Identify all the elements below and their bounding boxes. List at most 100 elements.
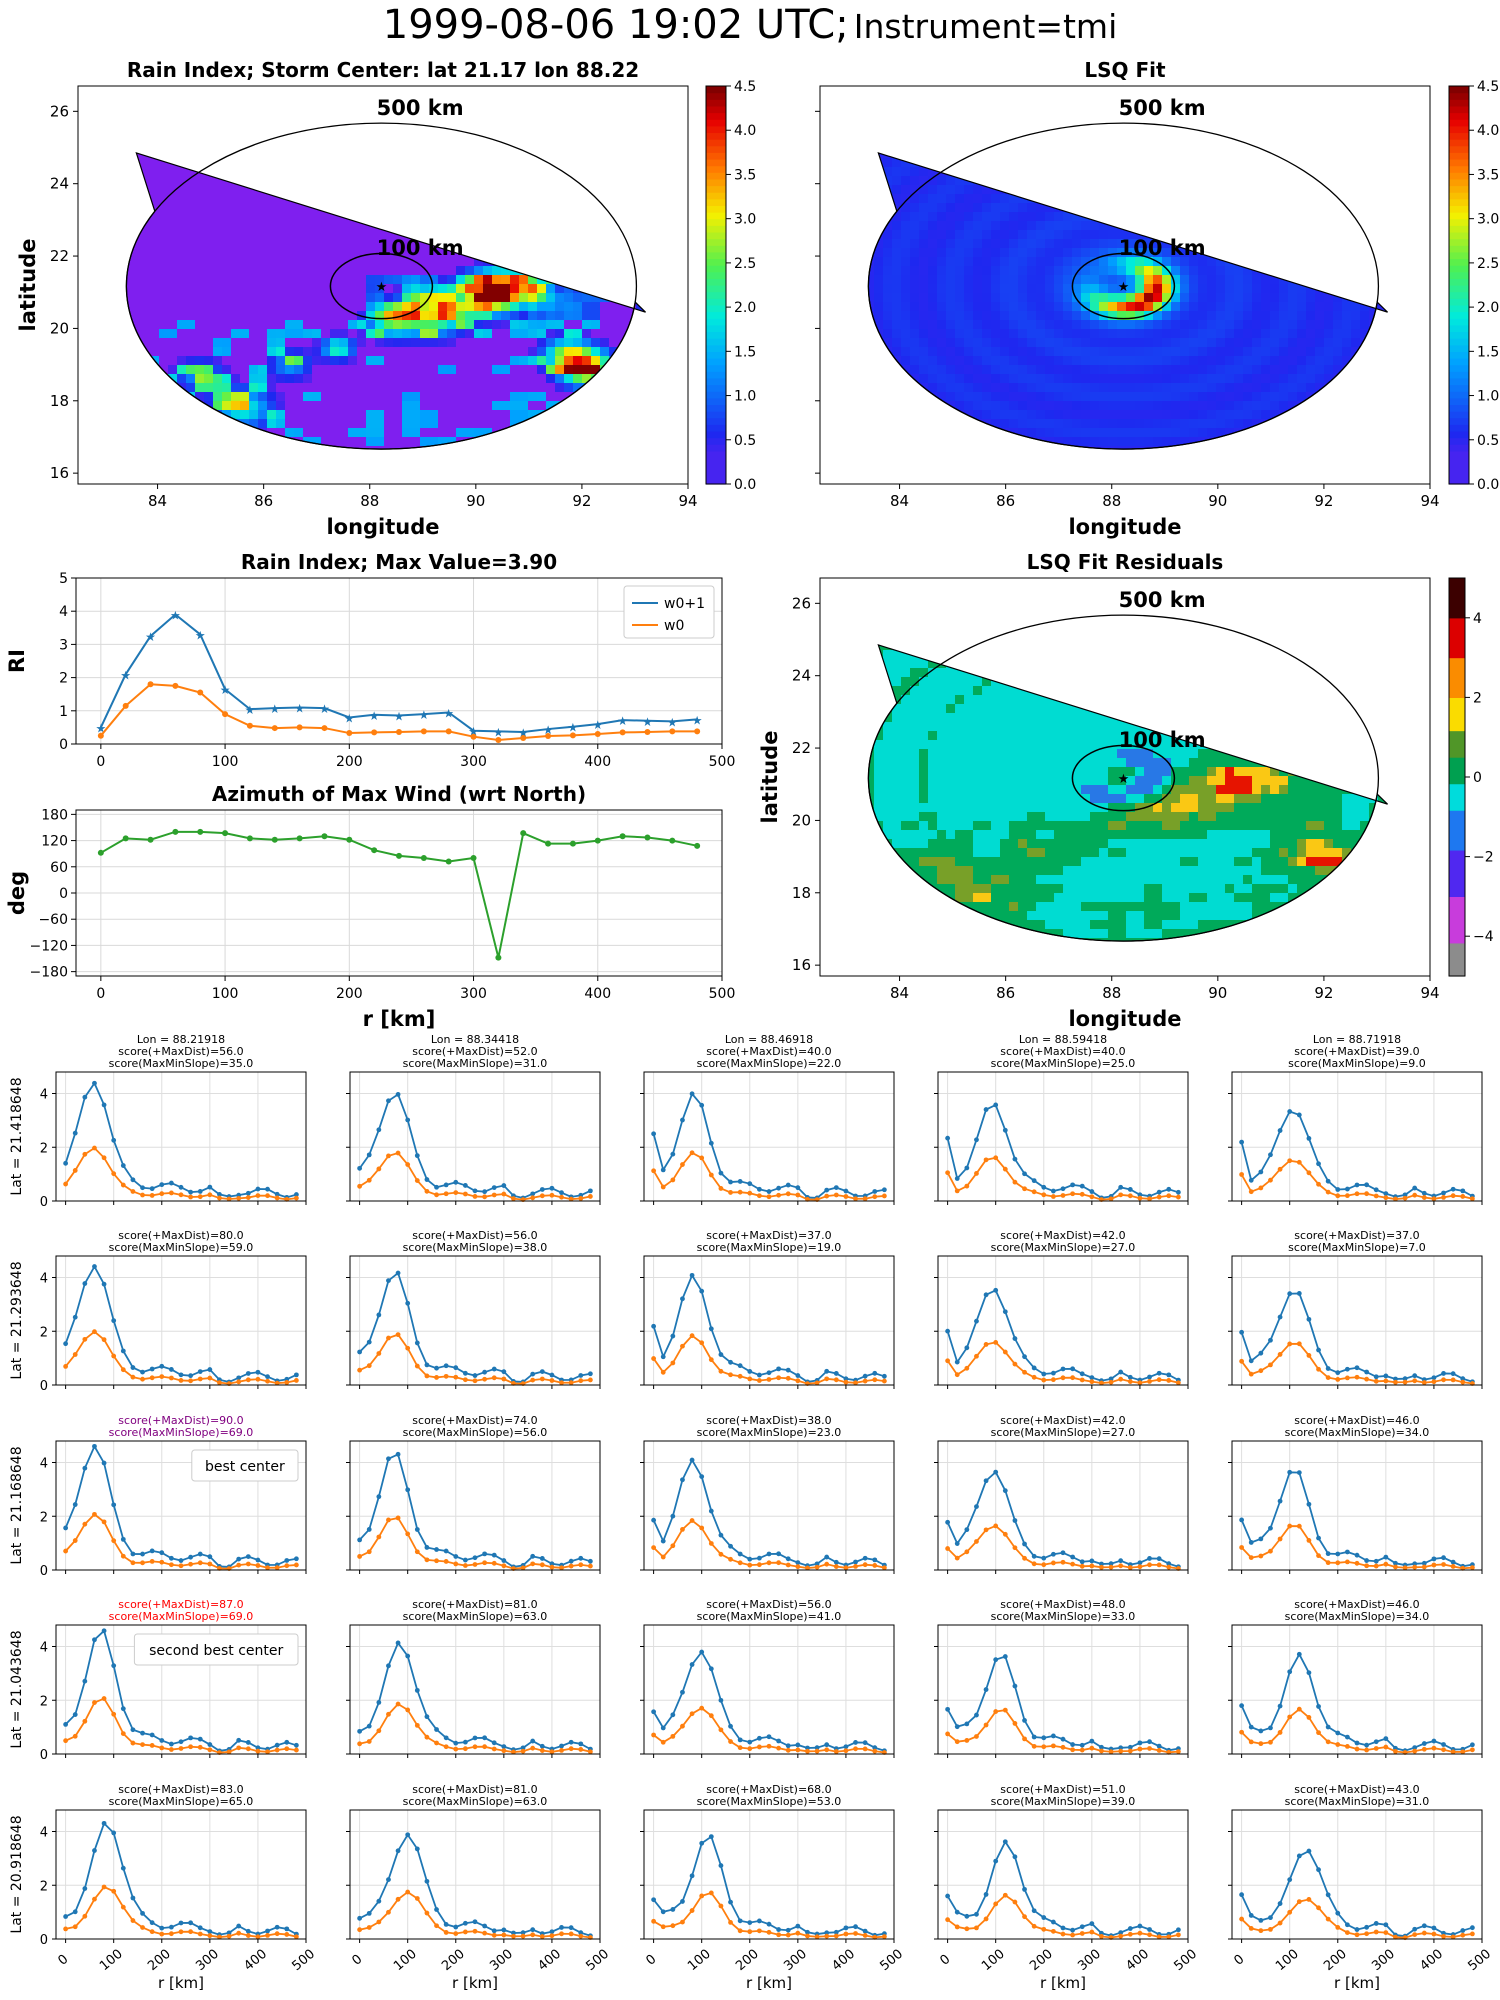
field-cell [573, 248, 583, 258]
field-cell [645, 266, 646, 276]
field-cell [276, 239, 286, 249]
field-cell [168, 239, 178, 249]
field-cell [868, 401, 875, 411]
field-cell [240, 455, 250, 465]
field-cell [1054, 122, 1064, 132]
field-cell [177, 131, 187, 141]
field-cell [973, 329, 983, 339]
field-cell [258, 437, 268, 447]
field-cell [1126, 230, 1136, 240]
field-cell [1009, 401, 1019, 411]
field-cell [829, 374, 839, 384]
field-cell [429, 221, 439, 231]
field-cell [1054, 428, 1064, 438]
field-cell [312, 464, 322, 474]
field-cell [618, 401, 628, 411]
field-cell [1099, 95, 1109, 105]
field-cell [636, 86, 646, 96]
field-cell [982, 437, 992, 447]
field-cell [582, 338, 592, 348]
field-cell [105, 329, 115, 339]
field-cell [1081, 275, 1091, 285]
field-cell [838, 95, 848, 105]
field-cell [829, 158, 839, 168]
field-cell [78, 113, 88, 123]
field-cell [1153, 302, 1163, 312]
field-cell [267, 437, 277, 447]
field-cell [1072, 248, 1082, 258]
field-cell [1126, 392, 1136, 402]
field-cell [645, 248, 646, 258]
field-cell [600, 257, 610, 267]
field-cell [186, 176, 196, 186]
field-cell [609, 122, 619, 132]
field-cell [303, 248, 313, 258]
field-cell [141, 419, 151, 429]
field-cell [429, 428, 439, 438]
field-cell [375, 152, 385, 159]
field-cell [483, 140, 493, 150]
field-cell [564, 437, 574, 447]
field-cell [126, 383, 133, 393]
field-cell [1063, 221, 1073, 231]
field-cell [820, 383, 830, 393]
field-cell [375, 311, 385, 321]
field-cell [483, 482, 493, 492]
field-cell [87, 320, 97, 330]
field-cell [537, 239, 547, 249]
field-cell [105, 140, 115, 150]
field-cell [96, 482, 106, 492]
field-cell [519, 131, 529, 141]
field-cell [820, 176, 830, 186]
field-cell [474, 446, 484, 450]
field-cell [868, 383, 875, 393]
field-cell [330, 131, 340, 141]
field-cell [672, 221, 682, 231]
field-cell [991, 293, 1001, 303]
field-cell [285, 320, 295, 330]
field-cell [105, 230, 115, 240]
field-cell [339, 410, 349, 420]
field-cell [564, 401, 574, 411]
field-cell [883, 167, 893, 177]
field-cell [546, 401, 556, 411]
field-cell [1162, 437, 1172, 447]
field-cell [829, 347, 839, 357]
field-cell [393, 347, 403, 357]
field-cell [1126, 275, 1136, 285]
field-cell [609, 437, 619, 447]
field-cell [1045, 338, 1055, 348]
field-cell [456, 293, 466, 303]
field-cell [681, 374, 691, 384]
field-cell [829, 338, 839, 348]
field-cell [874, 167, 884, 177]
field-cell [330, 203, 340, 213]
colorbar-cell [706, 245, 726, 253]
field-cell [132, 194, 142, 204]
field-cell [420, 176, 430, 186]
field-cell [240, 302, 250, 312]
field-cell [267, 113, 277, 123]
field-cell [609, 167, 619, 177]
field-cell [240, 392, 250, 402]
field-cell [663, 320, 673, 330]
field-cell [636, 473, 646, 483]
field-cell [465, 320, 475, 330]
field-cell [910, 113, 920, 123]
field-cell [883, 158, 893, 168]
field-cell [636, 257, 646, 267]
field-cell [991, 356, 1001, 366]
field-cell [222, 293, 232, 303]
field-cell [901, 419, 911, 429]
field-cell [1045, 455, 1055, 465]
field-cell [519, 284, 529, 294]
field-cell [946, 329, 956, 339]
field-cell [132, 104, 142, 114]
field-cell [1045, 356, 1055, 366]
field-cell [285, 266, 295, 276]
field-cell [1027, 230, 1037, 240]
field-cell [573, 473, 583, 483]
field-cell [429, 194, 439, 204]
field-cell [982, 167, 992, 177]
field-cell [654, 338, 664, 348]
